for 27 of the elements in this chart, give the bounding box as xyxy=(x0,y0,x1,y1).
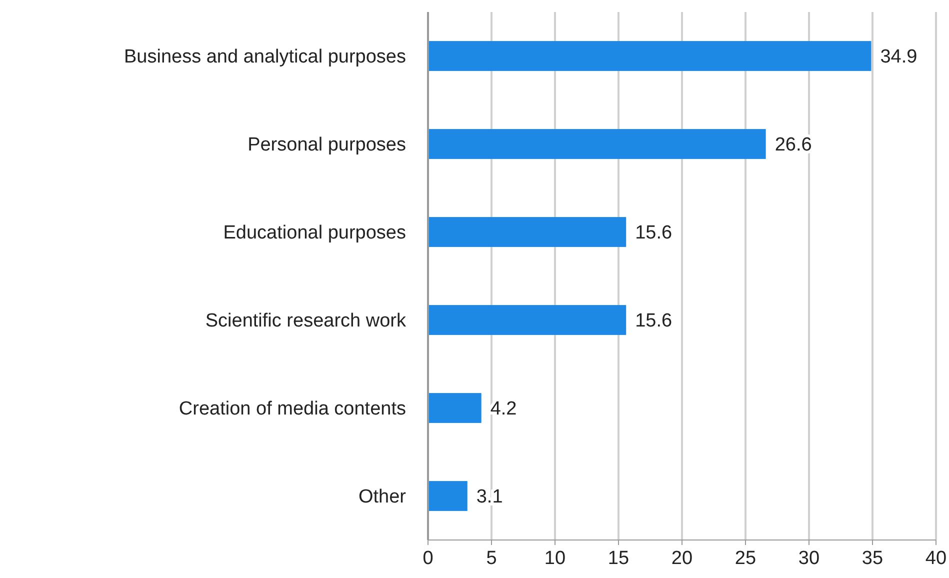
x-tick-label: 30 xyxy=(798,548,820,569)
data-label: 15.6 xyxy=(635,310,672,332)
x-tick-label: 25 xyxy=(734,548,756,569)
x-tick-label: 5 xyxy=(486,548,497,569)
y-tick-label: Personal purposes xyxy=(248,134,406,156)
x-tick-label: 20 xyxy=(671,548,693,569)
data-label: 3.1 xyxy=(476,486,503,508)
y-tick-label: Other xyxy=(358,486,407,508)
y-tick-label: Educational purposes xyxy=(223,222,406,244)
x-tick-label: 15 xyxy=(608,548,630,569)
bar xyxy=(428,393,482,423)
data-label: 15.6 xyxy=(635,222,672,244)
bar xyxy=(428,129,766,159)
data-label: 4.2 xyxy=(490,398,517,420)
bar xyxy=(428,217,626,247)
data-label: 34.9 xyxy=(880,46,918,68)
bar xyxy=(428,481,468,511)
y-tick-label: Business and analytical purposes xyxy=(124,46,406,68)
x-tick-label: 40 xyxy=(925,548,947,569)
bar xyxy=(428,41,872,71)
x-tick-label: 10 xyxy=(544,548,566,569)
x-tick-label: 0 xyxy=(422,548,434,569)
y-tick-label: Scientific research work xyxy=(205,310,406,332)
data-label: 26.6 xyxy=(774,134,812,156)
y-tick-label: Creation of media contents xyxy=(178,398,406,420)
x-tick-label: 35 xyxy=(862,548,884,569)
bar xyxy=(428,305,626,335)
